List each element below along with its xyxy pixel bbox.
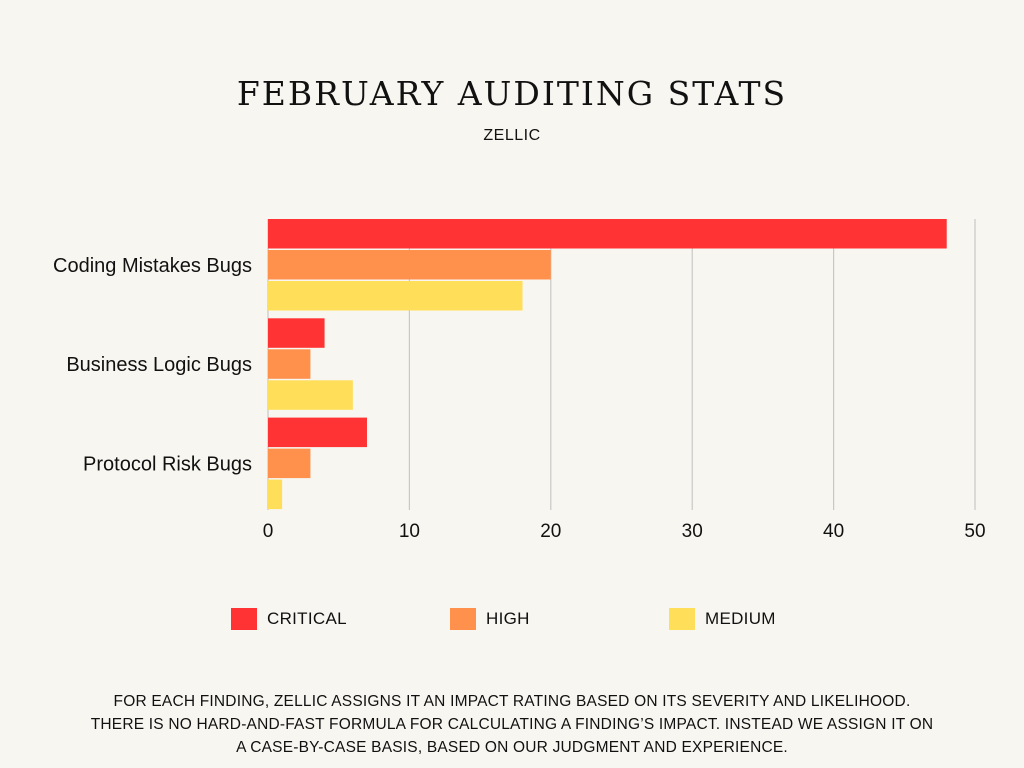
bar-medium-1	[268, 380, 353, 410]
footnote: FOR EACH FINDING, ZELLIC ASSIGNS IT AN I…	[90, 693, 934, 756]
x-tick-label-30: 30	[682, 521, 703, 542]
x-tick-label-40: 40	[823, 521, 844, 542]
bar-high-0	[268, 250, 551, 280]
x-tick-label-20: 20	[540, 521, 561, 542]
legend-swatch-critical	[231, 608, 257, 630]
x-tick-label-10: 10	[399, 521, 420, 542]
x-tick-label-50: 50	[964, 521, 985, 542]
bar-medium-0	[268, 281, 523, 311]
bar-critical-0	[268, 219, 947, 249]
legend-label-medium: MEDIUM	[705, 609, 776, 628]
legend-swatch-high	[450, 608, 476, 630]
bar-critical-1	[268, 318, 325, 348]
category-label-2: Protocol Risk Bugs	[83, 453, 252, 475]
category-label-0: Coding Mistakes Bugs	[53, 255, 252, 277]
chart-title: FEBRUARY AUDITING STATS	[236, 74, 788, 113]
legend-label-high: HIGH	[486, 609, 530, 628]
bar-high-1	[268, 349, 311, 379]
legend-item-critical: CRITICAL	[231, 608, 347, 630]
legend-item-high: HIGH	[450, 608, 530, 630]
legend-item-medium: MEDIUM	[669, 608, 776, 630]
x-tick-label-0: 0	[263, 521, 274, 542]
bar-high-2	[268, 448, 311, 479]
legend-label-critical: CRITICAL	[267, 609, 347, 628]
bar-critical-2	[268, 417, 367, 448]
bar-chart: 0 10 20 30 40 50 Coding Mistakes Bugs Business …	[53, 219, 986, 542]
chart-subtitle: ZELLIC	[483, 127, 541, 144]
bar-medium-2	[268, 479, 283, 510]
category-label-1: Business Logic Bugs	[66, 354, 252, 376]
legend-swatch-medium	[669, 608, 695, 630]
chart-legend: CRITICAL HIGH MEDIUM	[0, 608, 1024, 632]
